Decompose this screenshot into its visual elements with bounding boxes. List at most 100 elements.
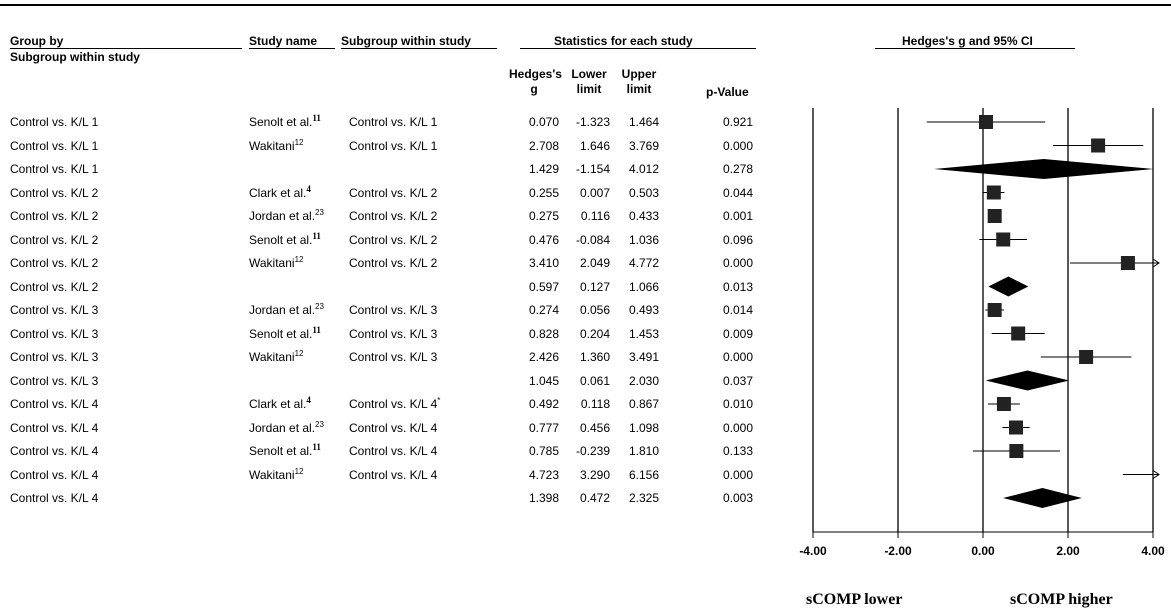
header-lower-2: limit <box>576 82 602 96</box>
header-stats: Statistics for each study <box>554 34 693 48</box>
row-group: Control vs. K/L 1 <box>10 162 99 176</box>
row-upper-limit: 1.098 <box>628 420 659 435</box>
row-subgroup: Control vs. K/L 3 <box>349 350 438 364</box>
x-tick-label: 0.00 <box>971 544 995 558</box>
row-lower-limit: 0.116 <box>580 209 610 223</box>
row-lower-limit: 0.204 <box>579 326 610 341</box>
row-p-value: 0.003 <box>722 491 753 505</box>
row-hedges-g: 3.410 <box>528 256 559 270</box>
row-hedges-g: 1.398 <box>528 491 559 505</box>
row-study-name: Senolt et al.11 <box>249 230 321 247</box>
row-subgroup: Control vs. K/L 2 <box>349 256 438 270</box>
row-lower-limit: -0.239 <box>575 444 610 458</box>
row-p-value: 0.000 <box>722 256 753 270</box>
header-upper-2: limit <box>626 82 652 96</box>
header-group-by-underline <box>10 48 242 49</box>
row-p-value: 0.001 <box>722 209 753 223</box>
row-group: Control vs. K/L 2 <box>10 256 99 270</box>
header-hedges-2: g <box>530 82 538 96</box>
row-p-value: 0.000 <box>722 420 753 435</box>
row-p-value: 0.000 <box>722 350 753 364</box>
row-study-name: Senolt et al.11 <box>249 442 321 459</box>
row-lower-limit: 0.007 <box>579 185 610 200</box>
ci-arrow <box>1152 470 1160 479</box>
study-reference: 11 <box>312 324 321 335</box>
row-upper-limit: 1.066 <box>628 279 659 294</box>
row-lower-limit: 0.118 <box>580 397 610 411</box>
row-group: Control vs. K/L 4 <box>10 467 99 482</box>
row-lower-limit: -1.154 <box>575 162 610 176</box>
row-upper-limit: 0.433 <box>628 209 659 223</box>
row-p-value: 0.000 <box>722 138 753 153</box>
header-subgroup: Subgroup within study <box>341 34 471 48</box>
row-p-value: 0.014 <box>722 303 753 317</box>
header-upper-1: Upper <box>621 67 657 81</box>
x-tick-label: 4.00 <box>1141 544 1165 558</box>
row-group: Control vs. K/L 1 <box>10 115 99 129</box>
header-study-name-underline <box>249 48 335 49</box>
row-hedges-g: 0.777 <box>528 420 559 435</box>
row-hedges-g: 0.255 <box>528 185 559 200</box>
row-hedges-g: 0.274 <box>528 303 559 317</box>
effect-size-square <box>1091 138 1106 153</box>
row-p-value: 0.009 <box>722 326 753 341</box>
row-upper-limit: 1.464 <box>628 115 659 129</box>
study-reference: 12 <box>294 349 304 358</box>
row-lower-limit: 2.049 <box>579 256 610 270</box>
row-upper-limit: 4.012 <box>628 162 659 176</box>
row-group: Control vs. K/L 2 <box>10 185 99 200</box>
header-stats-underline <box>520 48 756 49</box>
row-group: Control vs. K/L 3 <box>10 326 99 341</box>
header-lower-1: Lower <box>571 67 607 81</box>
effect-size-square <box>996 232 1011 247</box>
row-lower-limit: 1.360 <box>579 350 610 364</box>
row-group: Control vs. K/L 1 <box>10 138 99 153</box>
study-reference: 23 <box>315 302 324 311</box>
row-hedges-g: 0.275 <box>528 209 559 223</box>
row-upper-limit: 2.325 <box>628 491 659 505</box>
header-group-by-sub: Subgroup within study <box>10 50 140 64</box>
row-subgroup: Control vs. K/L 4 <box>349 467 438 482</box>
row-study-name: Clark et al.4 <box>249 183 311 200</box>
row-group: Control vs. K/L 4 <box>10 420 99 435</box>
effect-size-square <box>987 209 1002 223</box>
row-upper-limit: 3.491 <box>628 350 659 364</box>
study-reference: 11 <box>312 442 321 452</box>
row-group: Control vs. K/L 3 <box>10 373 99 388</box>
row-subgroup: Control vs. K/L 1 <box>349 115 438 129</box>
effect-size-square <box>1120 256 1135 270</box>
study-reference: 4 <box>306 183 311 194</box>
row-lower-limit: -1.323 <box>575 115 610 129</box>
study-reference: 12 <box>294 255 304 264</box>
row-lower-limit: 0.472 <box>579 491 610 505</box>
row-group: Control vs. K/L 2 <box>10 279 99 294</box>
row-upper-limit: 3.769 <box>628 138 659 153</box>
row-study-name: Wakitani12 <box>249 466 304 482</box>
study-reference: 11 <box>312 113 321 123</box>
row-subgroup: Control vs. K/L 1 <box>349 138 438 153</box>
x-tick-label: -4.00 <box>799 544 827 558</box>
row-group: Control vs. K/L 4 <box>10 444 99 458</box>
footer-sCOMP-higher: sCOMP higher <box>1010 591 1113 608</box>
row-group: Control vs. K/L 3 <box>10 303 99 317</box>
x-tick-label: 2.00 <box>1056 544 1080 558</box>
row-study-name: Jordan et al.23 <box>249 208 324 224</box>
row-hedges-g: 0.785 <box>528 444 559 458</box>
row-upper-limit: 1.453 <box>628 326 659 341</box>
summary-diamond <box>985 370 1070 391</box>
row-study-name: Wakitani12 <box>249 255 304 271</box>
row-p-value: 0.037 <box>722 373 753 388</box>
row-study-name: Jordan et al.23 <box>249 302 324 318</box>
effect-size-square <box>987 303 1002 317</box>
row-group: Control vs. K/L 2 <box>10 232 99 247</box>
row-study-name: Clark et al.4 <box>249 395 311 412</box>
row-subgroup: Control vs. K/L 2 <box>349 232 438 247</box>
row-upper-limit: 1.810 <box>628 444 659 458</box>
header-pvalue: p-Value <box>706 85 749 99</box>
row-hedges-g: 0.070 <box>528 115 559 129</box>
header-forest: Hedges's g and 95% CI <box>902 34 1033 48</box>
study-reference: 23 <box>315 419 324 429</box>
row-subgroup: Control vs. K/L 4 <box>349 444 438 458</box>
study-reference: 4 <box>306 395 311 405</box>
